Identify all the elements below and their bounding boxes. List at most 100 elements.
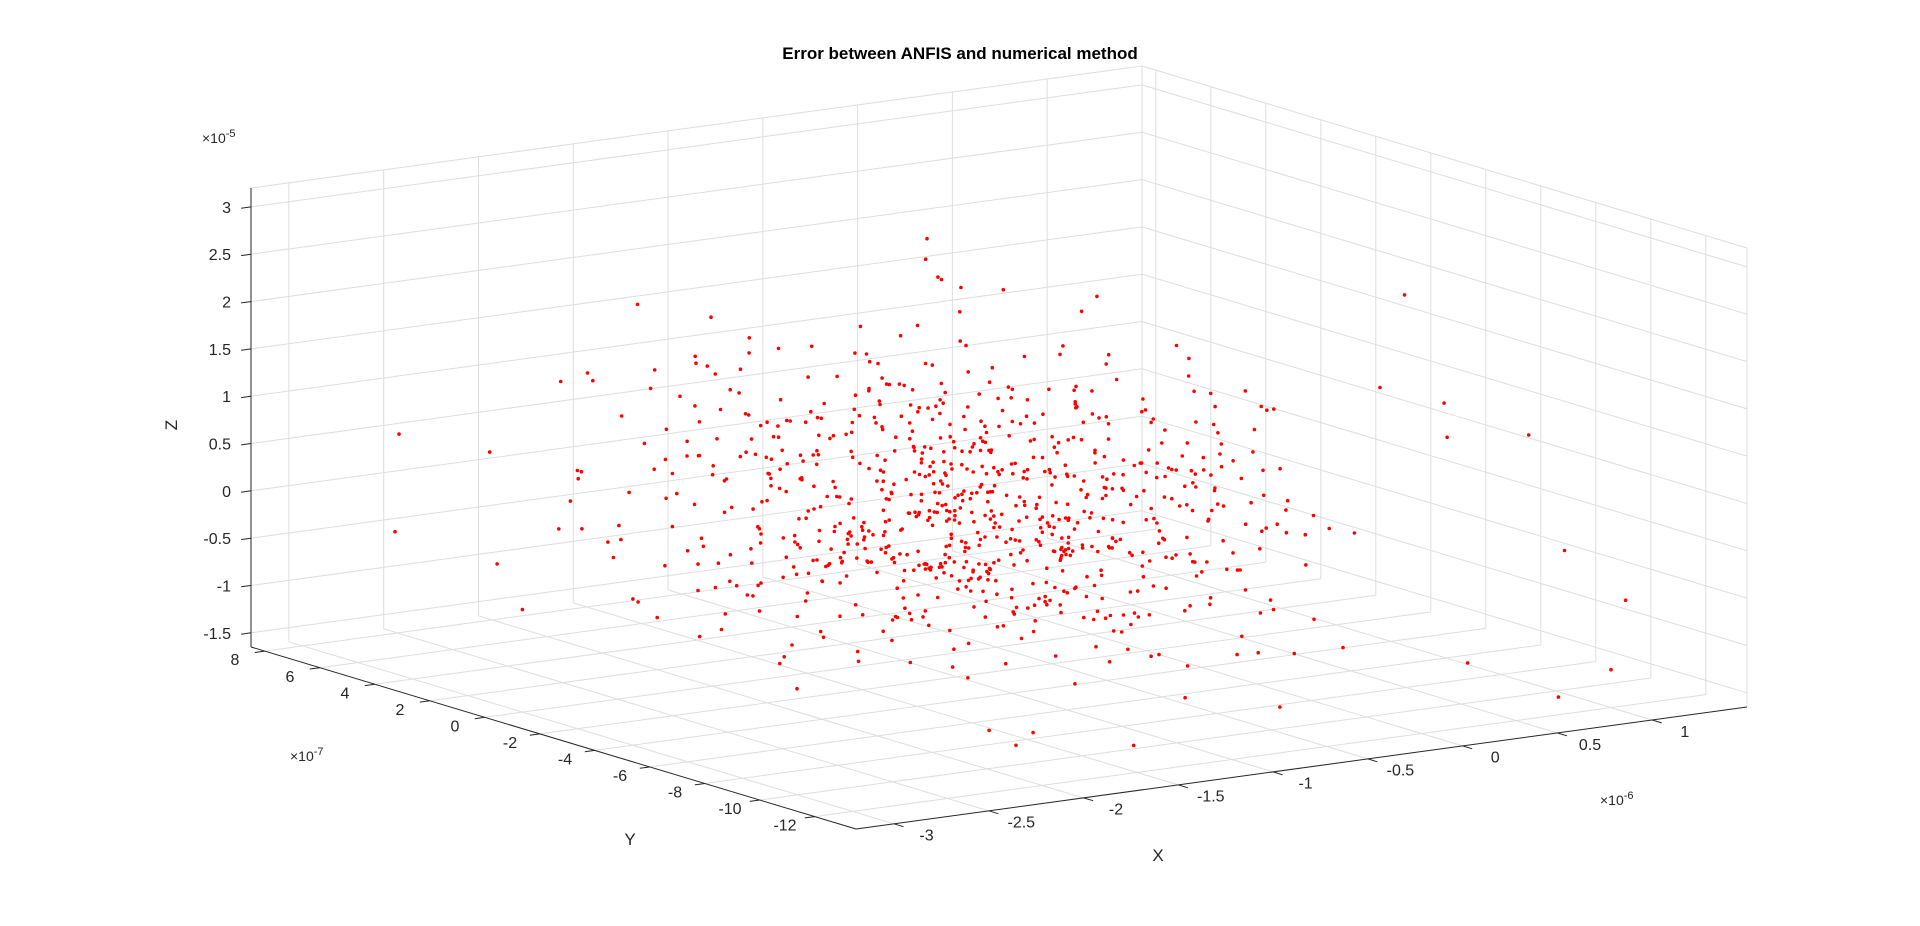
data-point (1010, 387, 1015, 392)
data-point (1088, 516, 1092, 520)
data-point (1072, 388, 1076, 393)
data-point (887, 518, 891, 522)
data-point (776, 346, 781, 351)
data-point (1108, 613, 1113, 618)
data-point (713, 585, 718, 590)
data-point (867, 466, 871, 471)
data-point (1104, 493, 1108, 498)
data-point (1034, 506, 1038, 511)
data-point (960, 498, 965, 503)
data-point (1258, 547, 1262, 551)
data-point (1163, 428, 1167, 432)
wall-grid-z (250, 84, 1143, 208)
data-point (1251, 450, 1255, 454)
data-point (1003, 661, 1008, 666)
data-point (1556, 695, 1561, 699)
data-point (1047, 387, 1051, 392)
data-point (860, 528, 865, 532)
data-point (952, 560, 957, 564)
data-point (949, 574, 954, 578)
data-point (1162, 495, 1167, 499)
data-point (1025, 477, 1029, 481)
data-point (793, 540, 797, 544)
data-point (919, 492, 924, 497)
data-point (1106, 422, 1111, 426)
data-point (785, 462, 789, 466)
data-point (1192, 389, 1196, 394)
wall-grid-z (1141, 510, 1748, 694)
data-point (963, 427, 967, 432)
data-point (1052, 525, 1056, 530)
floor-grid-x (383, 628, 989, 812)
data-point (777, 486, 782, 491)
data-point (908, 436, 912, 441)
data-point (929, 446, 933, 451)
data-point (935, 510, 939, 515)
data-point (838, 521, 842, 526)
data-point (1058, 352, 1062, 357)
data-point (966, 370, 970, 374)
floor-grid-y (264, 528, 1156, 652)
data-point (1285, 498, 1290, 503)
y-tick-mark (749, 799, 760, 802)
data-point (737, 391, 741, 395)
data-point (795, 614, 800, 619)
data-point (867, 529, 871, 533)
data-point (1174, 468, 1178, 472)
data-point (968, 496, 973, 501)
data-point (977, 392, 981, 396)
data-point (935, 595, 940, 600)
data-point (723, 612, 728, 616)
data-point (919, 457, 924, 461)
data-point (943, 552, 947, 557)
data-point (916, 593, 920, 597)
data-point (1106, 437, 1111, 441)
data-point (1111, 472, 1116, 476)
data-point (1052, 445, 1057, 450)
data-point (1018, 422, 1023, 426)
data-point (1031, 455, 1036, 460)
data-point (397, 432, 401, 436)
data-point (849, 497, 854, 501)
x-tick-mark (1083, 797, 1094, 802)
data-point (986, 578, 990, 582)
data-point (1019, 636, 1024, 641)
data-point (920, 451, 925, 455)
data-point (858, 324, 863, 329)
data-point (880, 487, 884, 492)
z-tick-mark (241, 537, 252, 540)
data-point (1009, 396, 1013, 400)
data-point (1144, 470, 1148, 475)
y-tick-label: -12 (773, 818, 796, 835)
data-point (947, 517, 951, 521)
data-point (801, 459, 805, 463)
data-point (835, 374, 839, 379)
data-point (898, 552, 902, 556)
data-point (818, 504, 823, 509)
data-point (983, 535, 987, 539)
floor-grid-x (288, 641, 895, 825)
scatter-points (393, 236, 1628, 748)
data-point (966, 546, 971, 550)
data-point (1258, 611, 1263, 615)
data-point (1090, 412, 1095, 416)
data-point (907, 421, 912, 425)
data-point (956, 493, 960, 498)
data-point (996, 469, 1000, 474)
data-point (1147, 559, 1152, 563)
data-point (983, 440, 988, 445)
data-point (1183, 695, 1187, 700)
data-point (999, 512, 1004, 517)
data-point (1303, 532, 1308, 537)
data-point (934, 404, 938, 409)
data-point (1163, 474, 1167, 479)
data-point (693, 404, 697, 408)
y-tick-mark (694, 783, 705, 786)
data-point (856, 659, 861, 664)
data-point (757, 609, 762, 613)
data-point (1000, 408, 1005, 413)
wall-grid-z (1141, 131, 1748, 315)
data-point (923, 561, 928, 566)
y-tick-mark (474, 716, 485, 720)
data-point (1101, 516, 1106, 521)
